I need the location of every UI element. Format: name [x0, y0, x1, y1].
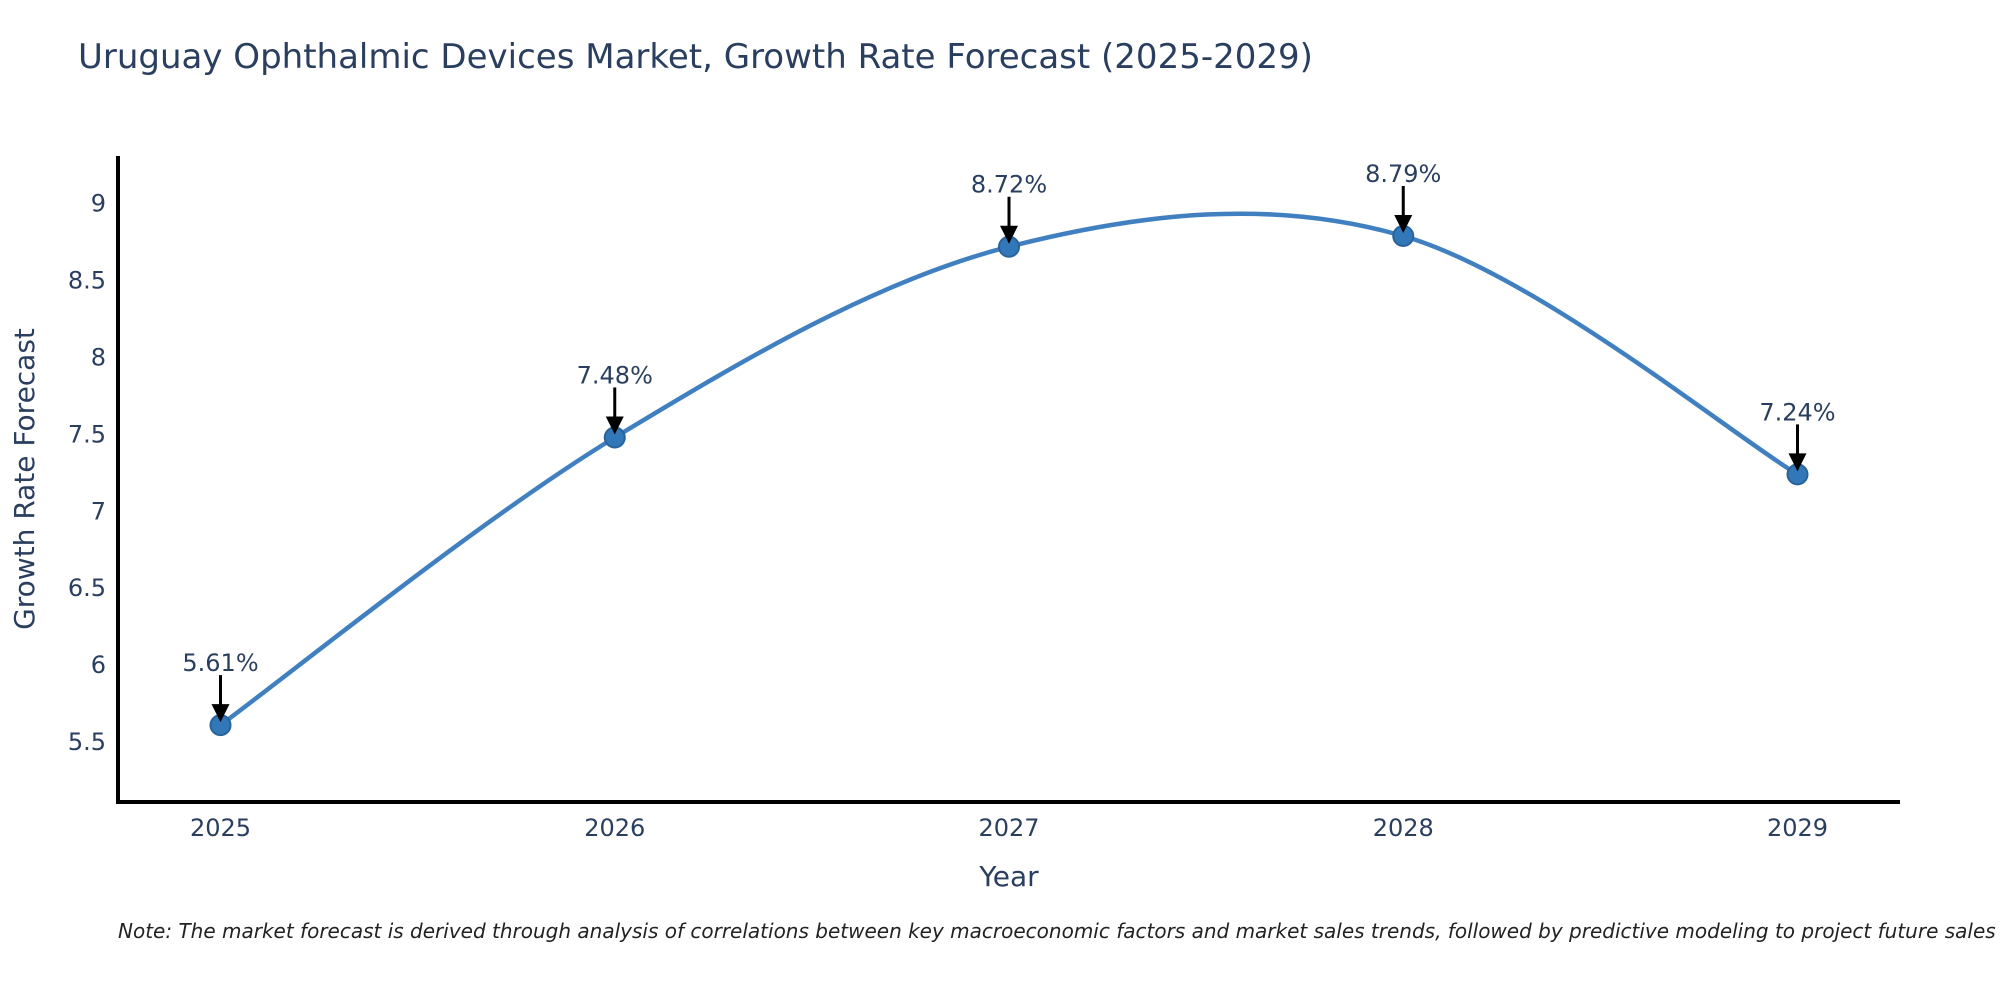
annotation-label: 8.79%	[1365, 160, 1441, 188]
annotation-arrow-head	[1000, 225, 1018, 244]
x-tick-label: 2026	[584, 814, 645, 842]
y-tick-label: 8.5	[68, 267, 106, 295]
annotation-arrow-head	[605, 416, 624, 435]
annotation-label: 5.61%	[182, 649, 258, 677]
x-tick-label: 2025	[190, 814, 251, 842]
y-tick-label: 7.5	[68, 420, 106, 448]
y-axis-title: Growth Rate Forecast	[8, 328, 41, 630]
x-axis-title: Year	[978, 860, 1039, 893]
trend-line	[218, 211, 1800, 728]
annotation-arrow-head	[1394, 214, 1413, 233]
y-tick-label: 5.5	[68, 728, 106, 756]
y-tick-label: 6.5	[68, 574, 106, 602]
annotation-arrow-head	[211, 704, 230, 723]
annotation-label: 7.48%	[577, 361, 653, 389]
y-tick-label: 7	[91, 497, 106, 525]
chart-title: Uruguay Ophthalmic Devices Market, Growt…	[78, 37, 1313, 77]
annotation-label: 7.24%	[1759, 398, 1835, 426]
x-tick-label: 2027	[978, 814, 1039, 842]
x-tick-label: 2029	[1767, 814, 1828, 842]
y-tick-label: 9	[91, 190, 106, 218]
annotation-arrow-head	[1788, 453, 1807, 472]
annotation-label: 8.72%	[971, 171, 1047, 199]
footnote: Note: The market forecast is derived thr…	[118, 919, 1996, 943]
plot-area: 5.5 6 6.5 7 7.5 8 8.5 9 2025 2026 2027 2028 2029 5.61…	[68, 156, 1900, 842]
y-tick-label: 8	[91, 343, 106, 371]
y-tick-label: 6	[91, 651, 106, 679]
x-tick-label: 2028	[1373, 814, 1434, 842]
